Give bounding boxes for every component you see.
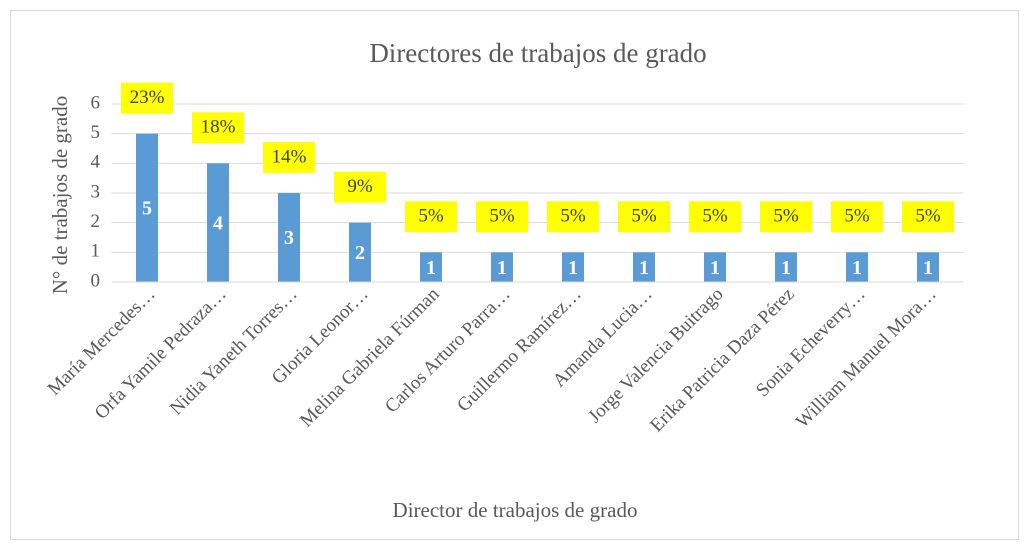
bar	[136, 133, 158, 282]
bar	[704, 252, 726, 282]
share-label: 18%	[201, 117, 236, 138]
y-axis-label: N° de trabajos de grado	[48, 96, 72, 295]
value-label: 1	[568, 257, 578, 279]
value-label: 1	[923, 257, 933, 279]
bar	[633, 252, 655, 282]
y-tick-label: 0	[91, 270, 101, 291]
share-label: 5%	[702, 206, 728, 227]
bar	[491, 252, 513, 282]
value-label: 1	[852, 257, 862, 279]
share-label-box	[618, 201, 670, 233]
share-label-box	[689, 201, 741, 233]
value-label: 1	[781, 257, 791, 279]
y-tick-label: 2	[91, 211, 101, 232]
share-label-box	[192, 112, 244, 144]
share-label-box	[547, 201, 599, 233]
value-label: 1	[639, 257, 649, 279]
share-label: 5%	[773, 206, 799, 227]
share-label: 5%	[631, 206, 657, 227]
y-tick-label: 3	[91, 181, 101, 202]
value-label: 1	[710, 257, 720, 279]
bar	[846, 252, 868, 282]
bar	[917, 252, 939, 282]
value-label: 3	[284, 227, 294, 249]
value-label: 5	[142, 197, 152, 219]
value-label: 1	[497, 257, 507, 279]
bar	[562, 252, 584, 282]
y-tick-label: 6	[91, 92, 101, 113]
share-label-box	[334, 171, 386, 203]
y-tick-label: 5	[91, 122, 101, 143]
share-label-box	[831, 201, 883, 233]
share-label-box	[121, 82, 173, 114]
share-label: 5%	[489, 206, 515, 227]
share-label-box	[263, 142, 315, 173]
bar	[349, 222, 371, 282]
share-label: 23%	[130, 87, 165, 108]
bar	[207, 163, 229, 282]
share-label: 14%	[272, 146, 307, 167]
share-label-box	[476, 201, 528, 233]
bar	[278, 193, 300, 282]
bar	[775, 252, 797, 282]
chart-title: Directores de trabajos de grado	[369, 38, 706, 68]
share-label: 5%	[418, 206, 444, 227]
value-label: 2	[355, 242, 365, 264]
share-label: 5%	[560, 206, 586, 227]
x-axis-label: Director de trabajos de grado	[393, 498, 638, 522]
share-label: 5%	[915, 206, 941, 227]
value-label: 4	[213, 212, 223, 234]
y-tick-label: 4	[91, 152, 101, 173]
share-label-box	[902, 201, 954, 233]
share-label: 5%	[844, 206, 870, 227]
share-label: 9%	[347, 176, 373, 197]
share-label-box	[760, 201, 812, 233]
value-label: 1	[426, 257, 436, 279]
y-tick-label: 1	[91, 241, 101, 262]
share-label-box	[405, 201, 457, 233]
bar	[420, 252, 442, 282]
